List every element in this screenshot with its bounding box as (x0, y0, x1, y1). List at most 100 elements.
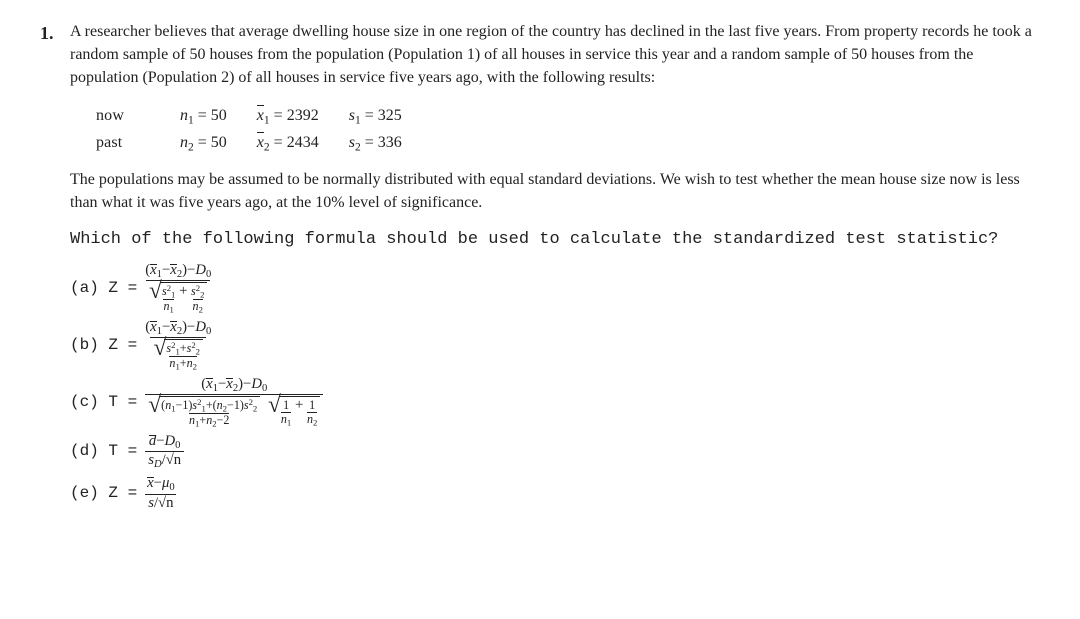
opt-d-numer: d−D0 (149, 434, 181, 451)
plus: + (295, 397, 307, 413)
s2-val: 336 (378, 134, 402, 151)
stem-paragraph-2: The populations may be assumed to be nor… (70, 168, 1040, 214)
s1-cell: s1 = 325 (349, 104, 402, 129)
sub1: 1 (175, 362, 179, 372)
sub1: 1 (213, 383, 218, 394)
sub2: 2 (177, 269, 182, 280)
n2-val: 50 (211, 134, 227, 151)
opt-c-numer: (x1−x2)−D0 (201, 377, 267, 394)
sfrac: (n1−1)s21+(n2−1)s22 n1+n2−2 (161, 398, 257, 428)
snum: s21 (162, 284, 175, 299)
sden: n1+n2 (169, 356, 197, 371)
option-d-formula: d−D0 sD/√n (145, 434, 184, 471)
row-label-now: now (96, 104, 150, 127)
subD: D (154, 459, 162, 470)
x-sym: x (170, 320, 177, 335)
n1-cell: n1 = 50 (180, 104, 227, 129)
sqrt-body: 1 n1 + 1 n2 (279, 396, 320, 426)
sub2: 2 (253, 404, 257, 414)
sub0: 0 (175, 440, 180, 451)
opt-d-denom: sD/√n (145, 451, 184, 470)
x2-val: 2434 (287, 134, 319, 151)
sqrt-n: √n (166, 452, 181, 468)
option-e: (e) Z = x−μ0 s/√n (70, 476, 1040, 511)
sub1: 1 (170, 305, 174, 315)
data-row-past: past n2 = 50 x2 = 2434 s2 = 336 (96, 131, 1040, 156)
sqrt1: √ (n1−1)s21+(n2−1)s22 n1+n2−2 (148, 396, 260, 428)
option-e-formula: x−μ0 s/√n (145, 476, 176, 511)
options-list: (a) Z = (x1−x2)−D0 √ s21 n1 (70, 263, 1040, 511)
option-e-label: (e) Z = (70, 482, 137, 505)
sqrt-body: s21+s22 n1+n2 (164, 339, 203, 371)
option-b-label: (b) Z = (70, 334, 137, 357)
opt-a-denom: √ s21 n1 + s22 n2 (146, 280, 210, 314)
data-block: now n1 = 50 x1 = 2392 s1 = 325 past n2 =… (96, 104, 1040, 156)
eq: = (194, 134, 211, 151)
eq: = (361, 134, 378, 151)
sfrac: s21+s22 n1+n2 (166, 341, 200, 371)
sfrac: 1 n2 (307, 400, 317, 426)
D-sym: D (165, 433, 176, 449)
xbar-sym: x (257, 131, 264, 154)
option-b-formula: (x1−x2)−D0 √ s21+s22 n1+n2 (145, 320, 211, 371)
row-label-past: past (96, 131, 150, 154)
sqrt: √ s21 n1 + s22 n2 (149, 282, 207, 314)
snum: s22 (191, 284, 204, 299)
one: 1 (309, 400, 315, 411)
opt-e-numer: x−μ0 (147, 476, 175, 493)
option-c-label: (c) T = (70, 391, 137, 414)
option-a-label: (a) Z = (70, 277, 137, 300)
option-a: (a) Z = (x1−x2)−D0 √ s21 n1 (70, 263, 1040, 314)
opt-e-denom: s/√n (145, 494, 176, 511)
x-sym: x (226, 377, 233, 392)
option-c: (c) T = (x1−x2)−D0 √ (n1−1)s21+(n2−1)s22… (70, 377, 1040, 428)
sub2: 2 (177, 326, 182, 337)
sqrt: √ s21+s22 n1+n2 (153, 339, 203, 371)
option-c-formula: (x1−x2)−D0 √ (n1−1)s21+(n2−1)s22 n1+n2−2 (145, 377, 323, 428)
sqrt2: √ 1 n1 + 1 n2 (268, 396, 320, 426)
sub2: 2 (313, 417, 317, 427)
xbar1-cell: x1 = 2392 (257, 104, 319, 129)
D-sym: D (195, 262, 206, 278)
xbar-sym: x (257, 104, 264, 127)
sub2: 2 (199, 305, 203, 315)
data-row-now: now n1 = 50 x1 = 2392 s1 = 325 (96, 104, 1040, 129)
dbar-sym: d (149, 434, 156, 449)
sqrt-n: √n (158, 495, 173, 511)
sden: n2 (193, 299, 203, 314)
sden: n1 (281, 412, 291, 427)
opt-b-denom: √ s21+s22 n1+n2 (150, 337, 206, 371)
sden: n1 (163, 299, 173, 314)
xbar2-cell: x2 = 2434 (257, 131, 319, 156)
question-prompt: Which of the following formula should be… (70, 228, 1040, 253)
eq: = (270, 107, 287, 124)
snum: s21+s22 (166, 341, 200, 356)
n1-val: 50 (211, 107, 227, 124)
sub0: 0 (169, 483, 174, 494)
stem-paragraph-1: A researcher believes that average dwell… (70, 20, 1040, 90)
eq: = (194, 107, 211, 124)
sfrac: s21 n1 (162, 284, 175, 314)
x1-val: 2392 (287, 107, 319, 124)
question-number: 1. (40, 20, 60, 46)
x-sym: x (170, 263, 177, 278)
n-sym: n (180, 107, 188, 124)
s1-val: 325 (378, 107, 402, 124)
sub2: 2 (193, 362, 197, 372)
option-a-formula: (x1−x2)−D0 √ s21 n1 + (145, 263, 211, 314)
eq: = (361, 107, 378, 124)
D-sym: D (251, 376, 262, 392)
sub2: 2 (233, 383, 238, 394)
sden: n2 (307, 412, 317, 427)
sfrac: 1 n1 (281, 400, 291, 426)
n2-cell: n2 = 50 (180, 131, 227, 156)
x-sym: x (206, 377, 213, 392)
sqrt-body: s21 n1 + s22 n2 (160, 282, 207, 314)
x-sym: x (150, 263, 157, 278)
option-b: (b) Z = (x1−x2)−D0 √ s21+s22 n1+n2 (70, 320, 1040, 371)
sub0: 0 (206, 269, 211, 280)
x-sym: x (150, 320, 157, 335)
sden: n1+n2−2 (189, 413, 229, 428)
opt-c-denom: √ (n1−1)s21+(n2−1)s22 n1+n2−2 √ (145, 394, 323, 428)
option-d-label: (d) T = (70, 440, 137, 463)
